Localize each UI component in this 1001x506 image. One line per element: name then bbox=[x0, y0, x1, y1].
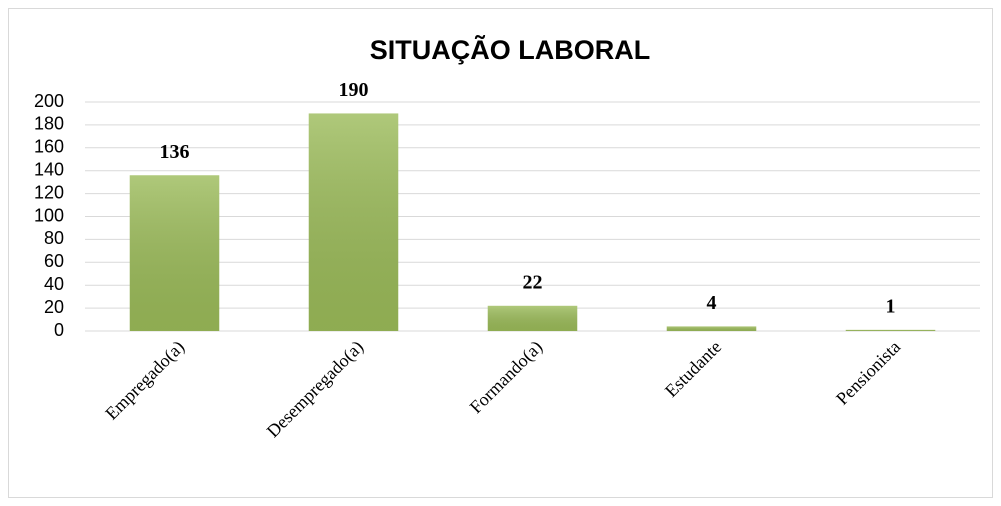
x-tick-label: Pensionista bbox=[832, 337, 904, 409]
x-tick-label: Desempregado(a) bbox=[263, 337, 368, 442]
bar-shine bbox=[487, 305, 578, 331]
x-tick-label: Estudante bbox=[661, 337, 725, 401]
y-tick-label: 160 bbox=[34, 137, 64, 157]
bar-shine bbox=[308, 113, 399, 331]
chart-border bbox=[8, 8, 993, 498]
x-tick-label: Empregado(a) bbox=[101, 337, 189, 425]
bar-shine bbox=[129, 175, 220, 331]
data-label: 136 bbox=[160, 141, 190, 163]
data-label: 1 bbox=[886, 295, 896, 317]
x-tick-label: Formando(a) bbox=[466, 337, 547, 418]
y-tick-label: 40 bbox=[44, 274, 64, 294]
y-tick-label: 180 bbox=[34, 114, 64, 134]
bar-shine bbox=[666, 326, 757, 331]
y-tick-label: 80 bbox=[44, 228, 64, 248]
chart-title: SITUAÇÃO LABORAL bbox=[370, 34, 650, 65]
data-label: 4 bbox=[707, 292, 717, 314]
y-tick-label: 60 bbox=[44, 251, 64, 271]
data-label: 22 bbox=[523, 271, 543, 293]
y-tick-label: 120 bbox=[34, 182, 64, 202]
data-label: 190 bbox=[339, 79, 369, 101]
y-tick-label: 200 bbox=[34, 91, 64, 111]
bar-shine bbox=[845, 329, 936, 331]
y-tick-label: 140 bbox=[34, 159, 64, 179]
y-tick-label: 0 bbox=[54, 320, 64, 340]
y-tick-label: 20 bbox=[44, 297, 64, 317]
y-tick-label: 100 bbox=[34, 205, 64, 225]
